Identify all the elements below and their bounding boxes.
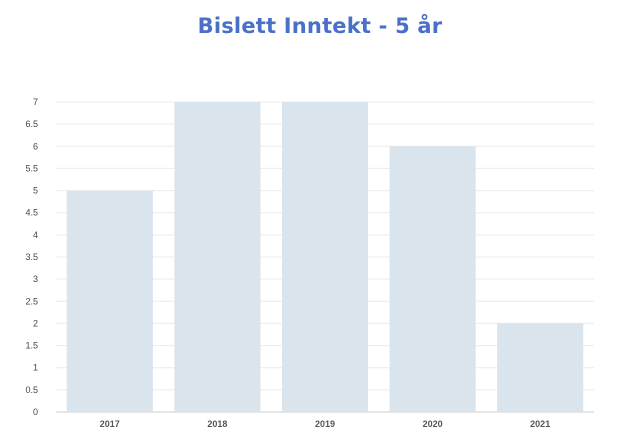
x-tick-label: 2019 — [315, 419, 335, 429]
y-tick-label: 6.5 — [25, 119, 38, 129]
bar-2020 — [389, 146, 476, 413]
y-tick-label: 0.5 — [25, 385, 38, 395]
y-tick-label: 1 — [33, 363, 38, 373]
y-tick-label: 2.5 — [25, 296, 38, 306]
bar-2017 — [66, 190, 153, 412]
y-tick-label: 3 — [33, 274, 38, 284]
bar-2019 — [281, 102, 369, 412]
x-tick-label: 2020 — [423, 419, 443, 429]
chart-title: Bislett Inntekt - 5 år — [197, 14, 443, 38]
bar-2018 — [174, 102, 261, 412]
bar-2021 — [497, 323, 584, 412]
y-tick-label: 6 — [33, 141, 38, 151]
y-tick-label: 5.5 — [25, 163, 38, 173]
y-tick-label: 3.5 — [25, 252, 38, 262]
y-axis-ticks: 0 0.5 1 1.5 2 2.5 3 3.5 4 4.5 5 5.5 6 6.5 7 — [25, 97, 38, 417]
y-tick-label: 2 — [33, 318, 38, 328]
y-tick-label: 1.5 — [25, 341, 38, 351]
x-tick-label: 2021 — [530, 419, 550, 429]
y-tick-label: 7 — [33, 97, 38, 107]
y-tick-label: 5 — [33, 186, 38, 196]
y-tick-label: 4.5 — [25, 208, 38, 218]
bars — [66, 102, 584, 413]
x-axis-ticks: 2017 2018 2019 2020 2021 — [100, 419, 550, 429]
x-tick-label: 2017 — [100, 419, 120, 429]
y-tick-label: 4 — [33, 230, 38, 240]
x-tick-label: 2018 — [207, 419, 227, 429]
y-tick-label: 0 — [33, 407, 38, 417]
